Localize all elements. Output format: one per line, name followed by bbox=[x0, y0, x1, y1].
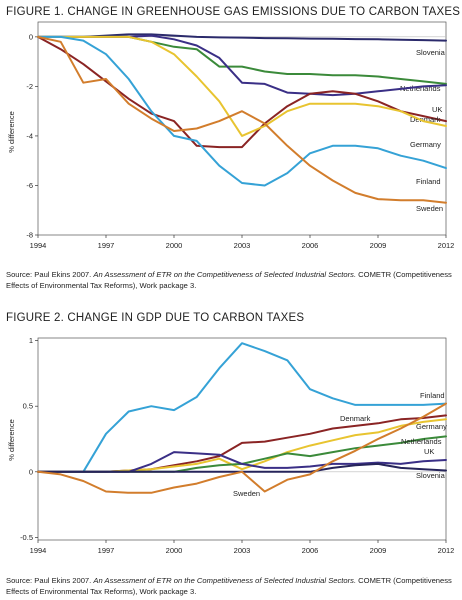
figure2-source-prefix: Source: Paul Ekins 2007. bbox=[6, 576, 94, 585]
series-line-slovenia bbox=[37, 462, 447, 473]
series-label-germany: Germany bbox=[416, 422, 447, 431]
x-tick-label: 2009 bbox=[370, 241, 387, 250]
figure2-source-suffix: COMETR (Competitiveness Effects of Envir… bbox=[6, 576, 452, 596]
series-label-germany: Germany bbox=[410, 140, 441, 149]
x-tick-label: 1994 bbox=[30, 241, 47, 250]
x-tick-label: 2000 bbox=[166, 241, 183, 250]
x-tick-label: 2000 bbox=[166, 546, 183, 555]
y-tick-label: -6 bbox=[26, 181, 33, 190]
y-tick-label: 0.5 bbox=[23, 402, 33, 411]
x-tick-label: 2012 bbox=[438, 241, 455, 250]
y-tick-label: -8 bbox=[26, 231, 33, 240]
figure1-title: FIGURE 1. CHANGE IN GREENHOUSE GAS EMISS… bbox=[6, 6, 461, 18]
figure1-source: Source: Paul Ekins 2007. An Assessment o… bbox=[6, 270, 458, 291]
series-label-slovenia: Slovenia bbox=[416, 471, 446, 480]
plot-frame bbox=[37, 337, 447, 541]
x-tick-label: 2003 bbox=[234, 546, 251, 555]
y-axis-label: % difference bbox=[7, 111, 16, 153]
plot-frame bbox=[37, 21, 447, 236]
figure1-source-suffix: COMETR (Competitiveness Effects of Envir… bbox=[6, 270, 452, 290]
y-tick-label: 1 bbox=[29, 336, 33, 345]
figure1-source-title: An Assessment of ETR on the Competitiven… bbox=[93, 270, 357, 279]
series-label-denmark: Denmark bbox=[340, 414, 371, 423]
y-tick-label: -4 bbox=[26, 131, 33, 140]
x-tick-label: 1997 bbox=[98, 241, 115, 250]
series-label-slovenia: Slovenia bbox=[416, 48, 446, 57]
x-tick-label: 2003 bbox=[234, 241, 251, 250]
y-tick-label: -2 bbox=[26, 82, 33, 91]
x-tick-label: 1997 bbox=[98, 546, 115, 555]
series-line-denmark bbox=[37, 35, 447, 149]
figure2-title: FIGURE 2. CHANGE IN GDP DUE TO CARBON TA… bbox=[6, 312, 305, 324]
series-label-uk: UK bbox=[424, 447, 434, 456]
x-tick-label: 2006 bbox=[302, 241, 319, 250]
series-label-netherlands: Netherlands bbox=[400, 84, 441, 93]
y-tick-label: 0 bbox=[29, 467, 33, 476]
x-tick-label: 1994 bbox=[30, 546, 47, 555]
series-label-finland: Finland bbox=[420, 391, 445, 400]
series-label-uk: UK bbox=[432, 105, 442, 114]
series-label-netherlands: Netherlands bbox=[401, 437, 442, 446]
figure2-source: Source: Paul Ekins 2007. An Assessment o… bbox=[6, 576, 458, 597]
figure1-source-prefix: Source: Paul Ekins 2007. bbox=[6, 270, 94, 279]
series-line-finland bbox=[37, 342, 447, 473]
series-label-sweden: Sweden bbox=[416, 204, 443, 213]
series-line-sweden bbox=[37, 35, 447, 204]
x-tick-label: 2009 bbox=[370, 546, 387, 555]
y-tick-label: -0.5 bbox=[20, 533, 33, 542]
series-line-finland bbox=[37, 35, 447, 187]
y-tick-label: 0 bbox=[29, 32, 33, 41]
chart-gdp: 1 0.5 0 -0.5 1994 1997 2000 2003 2006 2009 2012 % d… bbox=[7, 336, 455, 555]
figure2-source-title: An Assessment of ETR on the Competitiven… bbox=[93, 576, 357, 585]
series-label-finland: Finland bbox=[416, 177, 441, 186]
series-label-sweden: Sweden bbox=[233, 489, 260, 498]
series-label-denmark: Denmark bbox=[410, 115, 441, 124]
x-tick-label: 2006 bbox=[302, 546, 319, 555]
series-line-netherlands bbox=[37, 435, 447, 473]
x-tick-label: 2012 bbox=[438, 546, 455, 555]
y-axis-label: % difference bbox=[7, 419, 16, 461]
series-line-slovenia bbox=[37, 33, 447, 42]
series-line-uk bbox=[37, 34, 447, 97]
series-line-germany bbox=[37, 35, 447, 137]
series-line-sweden bbox=[37, 402, 447, 494]
